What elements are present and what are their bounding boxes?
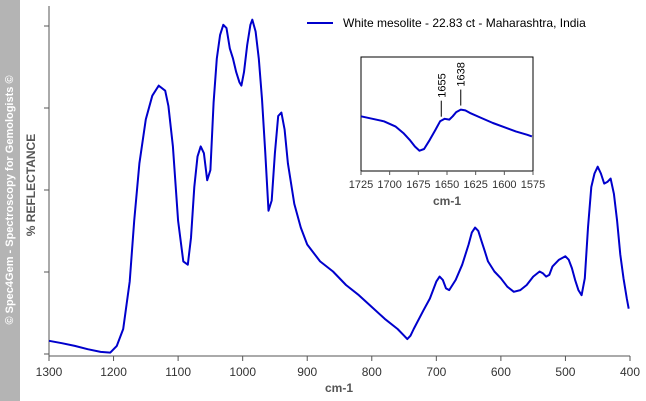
x-tick-label: 600 [491, 365, 511, 379]
legend: White mesolite - 22.83 ct - Maharashtra,… [307, 16, 586, 30]
x-tick-label: 400 [620, 365, 640, 379]
inset-x-tick-label: 1575 [521, 179, 545, 191]
inset-x-tick-label: 1675 [406, 179, 430, 191]
watermark-strip: © Spec4Gem - Spectroscopy for Gemologist… [0, 0, 20, 401]
inset-x-tick-label: 1725 [349, 179, 373, 191]
inset-annotations: 1655 1638 [436, 62, 468, 117]
legend-entry-label: White mesolite - 22.83 ct - Maharashtra,… [343, 16, 586, 30]
annotation-label: 1655 [436, 73, 448, 97]
x-tick-label: 900 [297, 365, 317, 379]
inset-x-ticks: 1725 1700 1675 1650 1625 1600 1575 [349, 171, 545, 191]
inset-x-tick-label: 1600 [492, 179, 516, 191]
x-tick-label: 1000 [229, 365, 256, 379]
inset-x-axis-title: cm-1 [433, 194, 461, 208]
inset-spectrum-line [360, 108, 533, 152]
main-plot-area [44, 6, 630, 357]
x-tick-label: 1100 [165, 365, 191, 379]
inset-chart: 1655 1638 1725 1700 1675 1650 1625 1600 1575 cm… [349, 56, 545, 208]
x-tick-label: 500 [555, 365, 575, 379]
annotation-label: 1638 [456, 62, 468, 86]
x-axis-title: cm-1 [325, 381, 353, 395]
inset-frame [360, 56, 534, 172]
x-tick-label: 1300 [36, 365, 63, 379]
x-tick-label: 800 [362, 365, 382, 379]
inset-x-tick-label: 1700 [377, 179, 401, 191]
x-tick-label: 700 [426, 365, 446, 379]
inset-x-tick-label: 1625 [463, 179, 487, 191]
main-x-ticks: 1300 1200 1100 1000 900 800 700 600 500 400 [36, 356, 640, 379]
spectrum-line [48, 18, 630, 354]
inset-x-tick-label: 1650 [435, 179, 459, 191]
x-tick-label: 1200 [100, 365, 127, 379]
